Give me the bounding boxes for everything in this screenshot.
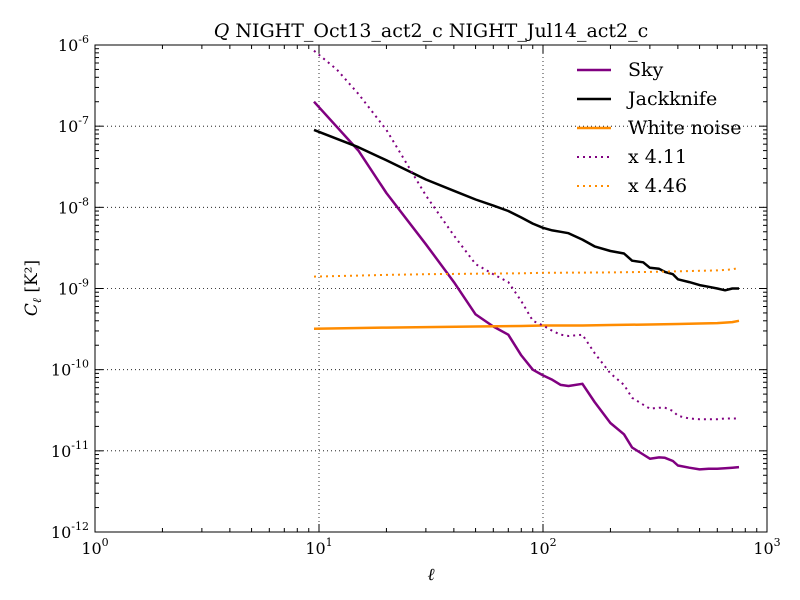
y-tick-label: 10-6 [58,33,89,55]
x-axis-label: ℓ [427,565,434,585]
legend-label: White noise [628,117,742,139]
y-tick-label: 10-12 [51,520,89,542]
legend-label: Sky [628,59,664,81]
x-tick-label: 101 [305,536,332,558]
series-layer [313,49,740,471]
x-tick-label: 102 [529,536,556,558]
series-line-x-4-46 [313,266,740,278]
legend: Sky Jackknife White noise x 4.11 x 4.46 [577,59,742,197]
series-line-x-4-11 [313,49,739,421]
grid-layer [95,45,767,532]
chart-title-prefix: Q [214,20,230,42]
y-axis-label-symbol: C [22,303,42,316]
y-axis-label-sub: ℓ [30,298,44,303]
series-line-white-noise [313,319,740,330]
y-axis-label-unit: [K²] [22,260,42,293]
y-tick-label: 10-11 [51,439,89,461]
series-line-sky [313,100,740,471]
legend-item-x-4-11: x 4.11 [577,146,687,168]
y-tick-label: 10-7 [58,114,89,136]
legend-item-sky: Sky [577,59,664,81]
tick-layer: 100 101 102 103 10-12 10-11 10-10 10-9 10-8 10-7 1… [51,33,781,558]
legend-item-x-4-46: x 4.46 [577,175,687,197]
y-tick-label: 10-8 [58,195,89,217]
chart-title-text: NIGHT_Oct13_act2_c NIGHT_Jul14_act2_c [235,20,648,42]
legend-label: x 4.46 [628,175,687,197]
legend-item-jackknife: Jackknife [577,88,717,110]
chart-title: Q NIGHT_Oct13_act2_c NIGHT_Jul14_act2_c [214,20,649,42]
legend-item-white-noise: White noise [577,117,742,139]
x-tick-label: 100 [81,536,108,558]
x-tick-label: 103 [753,536,780,558]
legend-label: x 4.11 [628,146,687,168]
series-line-jackknife [313,128,739,292]
y-tick-label: 10-9 [58,277,89,299]
y-axis-label: Cℓ [K²] [22,260,44,316]
legend-label: Jackknife [626,88,717,110]
y-tick-label: 10-10 [51,358,89,380]
